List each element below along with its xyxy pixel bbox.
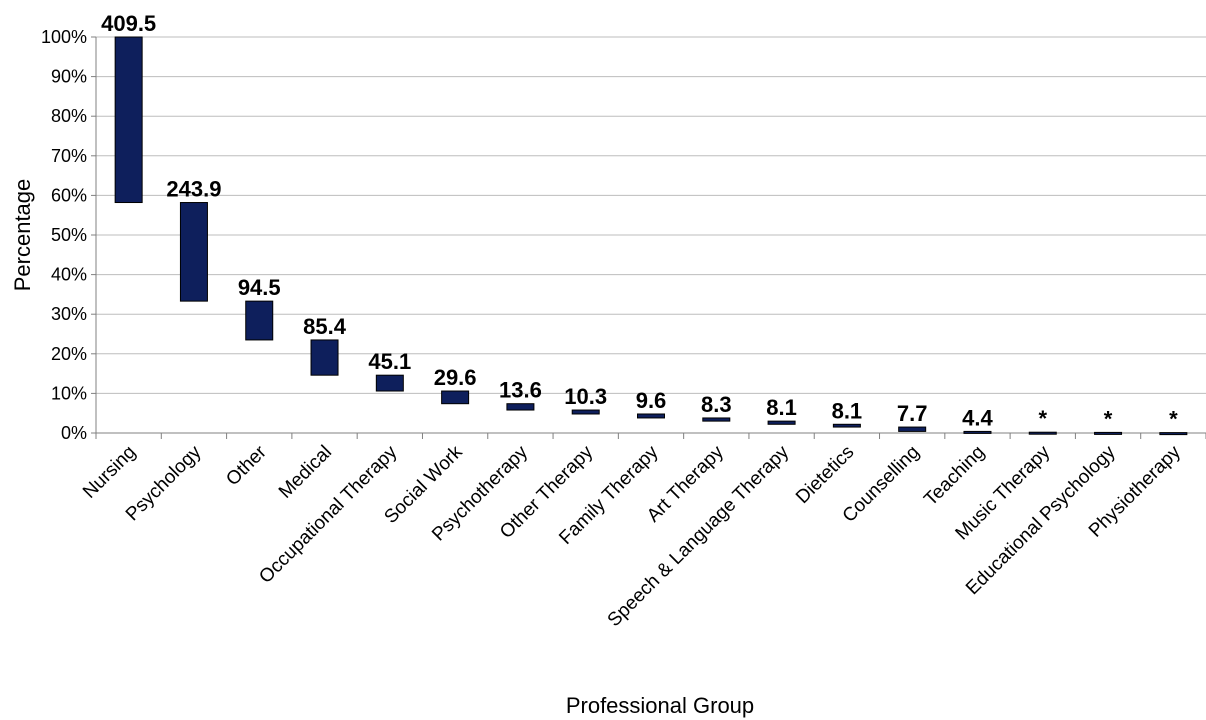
y-axis-title: Percentage: [10, 179, 35, 292]
data-labels: 409.5 243.9 94.5 85.4 45.1 29.6 13.6 10.3 9.6 8.3…: [101, 11, 1178, 432]
y-tick-label: 10%: [51, 383, 87, 403]
y-axis-ticks: 0% 10% 20% 30% 40% 50% 60% 70% 80% 90% 100%: [41, 27, 96, 443]
y-tick-label: 70%: [51, 146, 87, 166]
gridlines: [96, 36, 1206, 394]
bar: [637, 413, 665, 419]
data-label: 8.1: [832, 398, 863, 423]
y-tick-label: 0%: [61, 423, 87, 443]
data-label: 8.3: [701, 392, 732, 417]
bar: [1028, 431, 1057, 435]
data-label: 243.9: [166, 177, 221, 202]
data-label: 45.1: [368, 349, 411, 374]
y-tick-label: 100%: [41, 27, 87, 47]
y-tick-label: 40%: [51, 265, 87, 285]
x-axis-title: Professional Group: [566, 693, 754, 718]
y-tick-label: 90%: [51, 67, 87, 87]
data-label: *: [1169, 407, 1178, 432]
y-tick-label: 50%: [51, 225, 87, 245]
data-label: *: [1104, 406, 1113, 431]
y-tick-label: 80%: [51, 106, 87, 126]
bar: [1094, 431, 1123, 435]
x-tick-label: Nursing: [79, 442, 140, 503]
bar: [506, 403, 535, 411]
axes: [95, 37, 1206, 439]
data-label: 85.4: [303, 314, 347, 339]
data-label: 8.1: [766, 395, 797, 420]
data-label: 10.3: [564, 384, 607, 409]
bar: [245, 300, 274, 341]
bar: [1159, 432, 1188, 436]
y-tick-label: 30%: [51, 304, 87, 324]
x-tick-label: Medical: [275, 442, 336, 503]
x-tick-label: Teaching: [920, 442, 989, 511]
data-label: 29.6: [434, 365, 477, 390]
bar: [767, 420, 796, 425]
x-tick-label: Dietetics: [792, 442, 858, 508]
y-tick-label: 60%: [51, 185, 87, 205]
bar: [441, 390, 470, 405]
data-label: 7.7: [897, 401, 928, 426]
bar: [571, 409, 600, 415]
bar: [963, 430, 992, 434]
bar: [179, 202, 208, 302]
data-label: 9.6: [636, 388, 667, 413]
x-tick-label: Other: [222, 441, 271, 490]
data-label: 13.6: [499, 378, 542, 403]
bar: [114, 36, 143, 204]
bar: [832, 423, 861, 428]
bar: [310, 339, 339, 376]
y-tick-label: 20%: [51, 344, 87, 364]
bar: [375, 374, 404, 392]
data-label: 409.5: [101, 11, 156, 36]
data-label: 94.5: [238, 275, 281, 300]
data-label: 4.4: [962, 405, 993, 430]
bar: [702, 417, 731, 422]
data-label: *: [1038, 406, 1047, 431]
bars: [114, 36, 1188, 436]
bar: [898, 426, 927, 432]
